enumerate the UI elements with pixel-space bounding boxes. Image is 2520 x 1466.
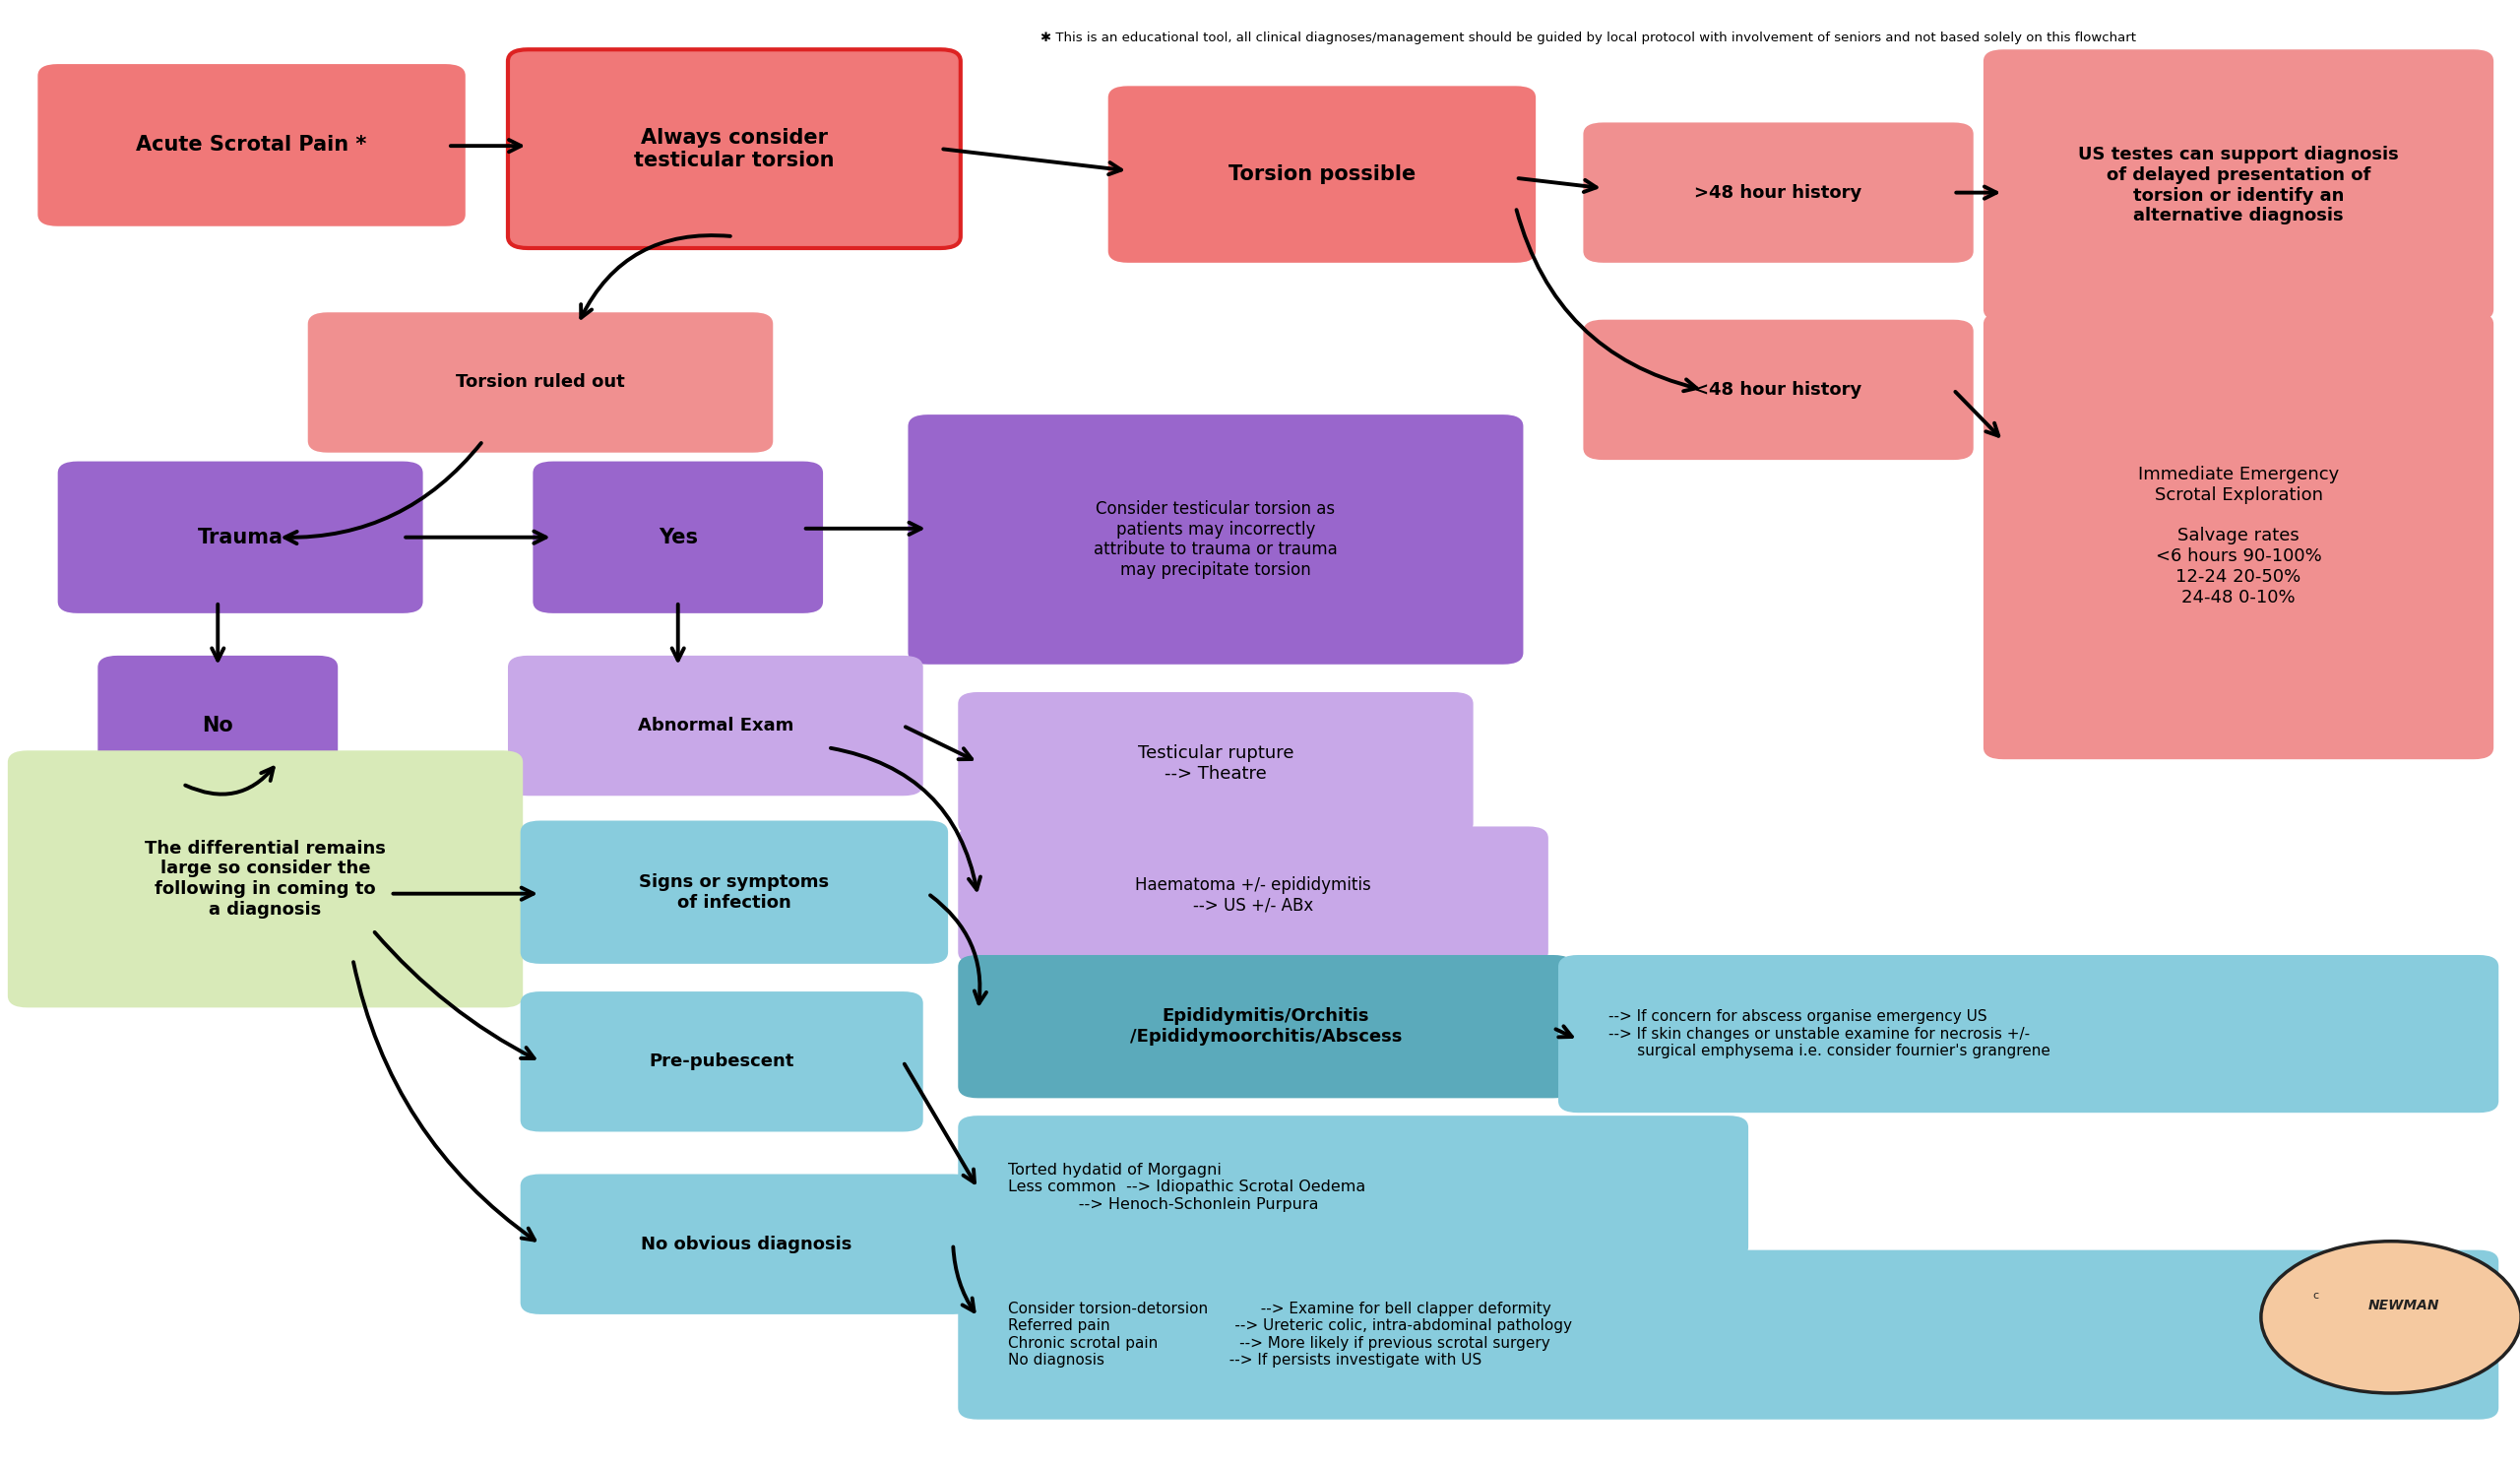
FancyBboxPatch shape [1109,86,1535,262]
FancyBboxPatch shape [1557,954,2500,1113]
Text: Consider testicular torsion as
patients may incorrectly
attribute to trauma or t: Consider testicular torsion as patients … [1094,500,1338,579]
FancyBboxPatch shape [307,312,774,453]
Text: >48 hour history: >48 hour history [1693,183,1862,201]
Text: Torsion ruled out: Torsion ruled out [456,374,625,391]
FancyBboxPatch shape [58,462,423,613]
Text: Immediate Emergency
Scrotal Exploration

Salvage rates
<6 hours 90-100%
12-24 20: Immediate Emergency Scrotal Exploration … [2137,466,2339,605]
FancyBboxPatch shape [38,65,466,226]
FancyBboxPatch shape [958,954,1572,1098]
FancyBboxPatch shape [907,415,1522,664]
Text: Haematoma +/- epididymitis
--> US +/- ABx: Haematoma +/- epididymitis --> US +/- AB… [1134,877,1371,915]
Text: NEWMAN: NEWMAN [2369,1299,2439,1312]
Text: c: c [2313,1290,2318,1300]
FancyBboxPatch shape [1983,50,2495,321]
FancyBboxPatch shape [1983,312,2495,759]
Text: No obvious diagnosis: No obvious diagnosis [640,1236,852,1253]
Text: ✱ This is an educational tool, all clinical diagnoses/management should be guide: ✱ This is an educational tool, all clini… [1041,32,2137,45]
FancyBboxPatch shape [522,1174,973,1315]
FancyBboxPatch shape [958,827,1547,963]
FancyBboxPatch shape [958,1250,2500,1419]
FancyBboxPatch shape [958,1116,1749,1259]
Text: Signs or symptoms
of infection: Signs or symptoms of infection [640,874,829,912]
Text: Pre-pubescent: Pre-pubescent [650,1053,794,1070]
Text: Testicular rupture
--> Theatre: Testicular rupture --> Theatre [1137,745,1293,783]
FancyBboxPatch shape [958,692,1474,836]
Text: --> If concern for abscess organise emergency US
--> If skin changes or unstable: --> If concern for abscess organise emer… [1608,1010,2051,1058]
Text: No: No [202,715,234,736]
FancyBboxPatch shape [509,50,960,248]
FancyBboxPatch shape [8,751,524,1007]
FancyBboxPatch shape [509,655,922,796]
FancyBboxPatch shape [98,655,338,796]
FancyBboxPatch shape [532,462,824,613]
FancyBboxPatch shape [1583,123,1973,262]
Text: Epididymitis/Orchitis
/Epididymoorchitis/Abscess: Epididymitis/Orchitis /Epididymoorchitis… [1129,1007,1401,1045]
Text: Abnormal Exam: Abnormal Exam [638,717,794,734]
Text: Always consider
testicular torsion: Always consider testicular torsion [635,128,834,170]
Text: <48 hour history: <48 hour history [1693,381,1862,399]
FancyBboxPatch shape [522,991,922,1132]
Text: Acute Scrotal Pain *: Acute Scrotal Pain * [136,135,368,155]
FancyBboxPatch shape [1583,320,1973,460]
Text: The differential remains
large so consider the
following in coming to
a diagnosi: The differential remains large so consid… [144,840,386,919]
Text: US testes can support diagnosis
of delayed presentation of
torsion or identify a: US testes can support diagnosis of delay… [2079,145,2399,224]
Circle shape [2260,1242,2520,1393]
Text: Yes: Yes [658,528,698,547]
Text: Torsion possible: Torsion possible [1227,164,1416,185]
Text: Torted hydatid of Morgagni
Less common  --> Idiopathic Scrotal Oedema
          : Torted hydatid of Morgagni Less common -… [1008,1163,1366,1212]
FancyBboxPatch shape [522,821,948,963]
Text: Trauma: Trauma [197,528,282,547]
Text: Consider torsion-detorsion           --> Examine for bell clapper deformity
Refe: Consider torsion-detorsion --> Examine f… [1008,1302,1572,1368]
